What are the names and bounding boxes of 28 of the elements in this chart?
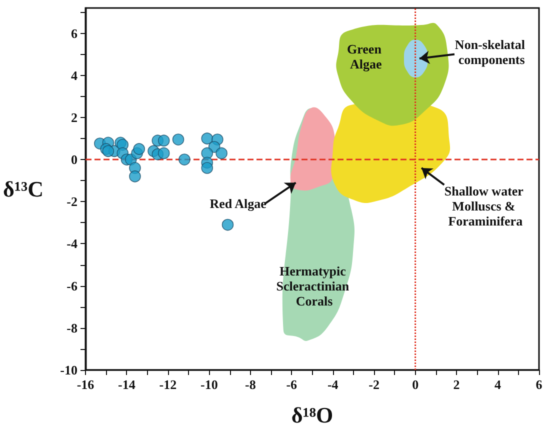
x-tick-label: -10 [200,377,218,392]
y-tick-label: -8 [66,320,78,336]
annotation: Green Algae [347,41,385,72]
annotation: Hermatypic Scleractinian Corals [276,263,352,308]
x-tick-label: -12 [159,377,177,392]
y-axis-title: δ¹³C [3,176,44,202]
x-tick-label: 4 [494,377,502,392]
annotation: Non-skelatal components [454,37,528,68]
x-tick-label: -2 [368,377,380,392]
y-tick-label: 2 [71,110,78,125]
y-tick-label: -2 [66,194,78,210]
x-tick-label: -4 [327,377,339,392]
x-axis-title: δ¹⁸O [291,402,334,428]
x-tick-label: -14 [118,377,136,392]
x-tick-label: 0 [412,377,419,392]
x-tick-label: -6 [286,377,298,392]
annotation: Red Algae [210,196,267,212]
x-tick-label: -8 [244,377,256,392]
y-tick-label: 6 [71,26,78,41]
x-tick-label: 2 [453,377,460,392]
y-tick-label: 0 [71,152,78,168]
annotation: Shallow water Molluscs & Foraminifera [444,183,526,228]
y-tick-label: -4 [66,236,78,252]
y-tick-label: 4 [71,68,78,83]
x-tick-label: -16 [76,377,95,392]
x-tick-label: 6 [536,377,543,392]
y-tick-label: -6 [66,278,78,294]
y-tick-label: -10 [60,362,78,378]
